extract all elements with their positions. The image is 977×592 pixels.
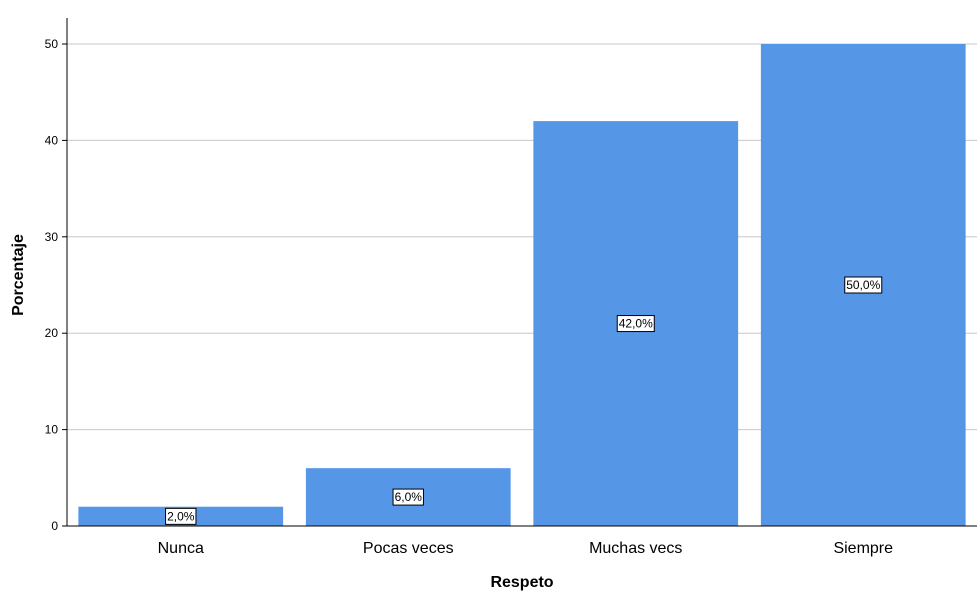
x-tick-label: Siempre xyxy=(833,540,893,557)
y-tick-label: 0 xyxy=(51,519,58,533)
data-labels: 2,0% 6,0% 42,0% 50,0% xyxy=(165,276,883,525)
data-label-box xyxy=(392,488,424,506)
y-tick-label: 30 xyxy=(45,230,59,244)
x-tick-label: Nunca xyxy=(158,540,204,557)
y-tick-label: 40 xyxy=(45,133,59,147)
data-label-box xyxy=(165,507,197,525)
axes xyxy=(62,18,977,527)
x-tick-label: Pocas veces xyxy=(363,540,454,557)
data-label-text: 50,0% xyxy=(846,278,880,292)
y-axis-title: Porcentaje xyxy=(10,234,27,316)
data-label-box xyxy=(616,315,655,333)
x-tick-label: Muchas vecs xyxy=(589,540,682,557)
data-label-box xyxy=(844,276,883,294)
data-label: 42,0% xyxy=(616,315,655,333)
y-tick-label: 50 xyxy=(45,37,59,51)
bars xyxy=(78,44,966,527)
data-label: 6,0% xyxy=(392,488,424,506)
data-label: 2,0% xyxy=(165,507,197,525)
x-tick-labels: Nunca Pocas veces Muchas vecs Siempre xyxy=(158,540,894,557)
data-label: 50,0% xyxy=(844,276,883,294)
data-label-text: 42,0% xyxy=(619,317,653,331)
x-axis-title: Respeto xyxy=(490,574,553,591)
y-tick-labels: 0 10 20 30 40 50 xyxy=(45,37,59,533)
y-tick-label: 20 xyxy=(45,326,59,340)
data-label-text: 2,0% xyxy=(167,509,195,523)
data-label-text: 6,0% xyxy=(395,490,423,504)
y-tick-label: 10 xyxy=(45,423,59,437)
